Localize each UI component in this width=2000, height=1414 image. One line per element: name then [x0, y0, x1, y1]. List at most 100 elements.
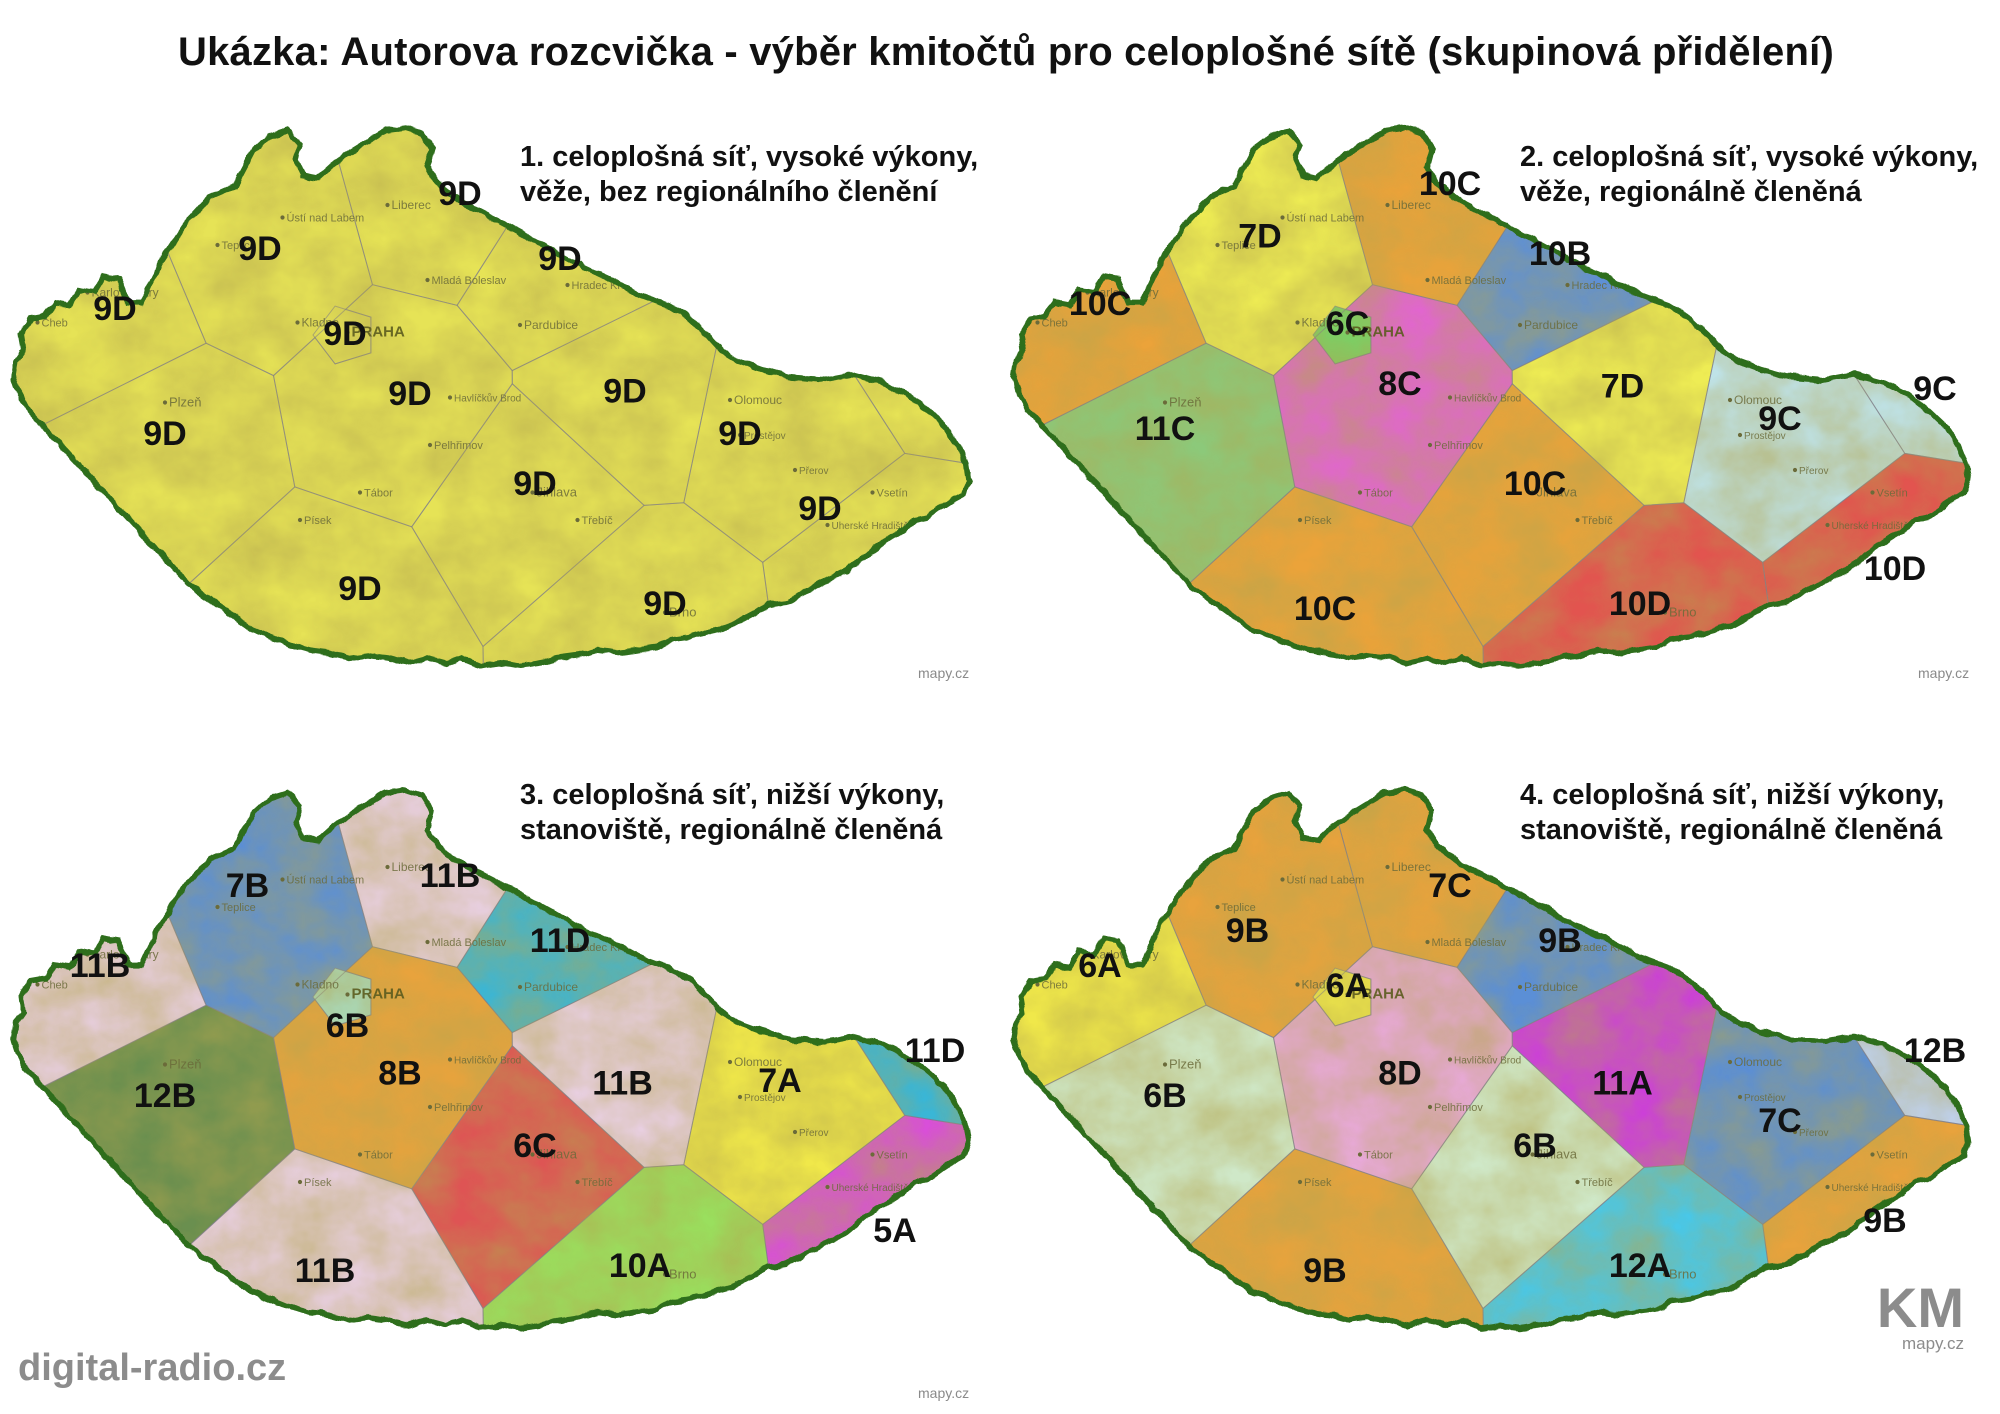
svg-text:9D: 9D: [238, 230, 281, 268]
svg-text:Vsetín: Vsetín: [877, 1150, 908, 1162]
svg-text:Opava: Opava: [1854, 280, 1887, 292]
svg-text:9D: 9D: [438, 175, 481, 213]
svg-text:Havlíčkův Brod: Havlíčkův Brod: [454, 393, 521, 405]
svg-text:Plzeň: Plzeň: [169, 395, 202, 410]
svg-text:7A: 7A: [758, 1062, 801, 1100]
svg-text:Pardubice: Pardubice: [524, 318, 578, 332]
svg-text:11C: 11C: [1135, 410, 1196, 448]
svg-text:České Budějovice: České Budějovice: [1129, 612, 1225, 627]
svg-text:Opava: Opava: [854, 280, 887, 292]
svg-text:5A: 5A: [873, 1212, 916, 1250]
svg-text:Ostrava: Ostrava: [1937, 286, 1979, 300]
svg-text:10D: 10D: [1864, 550, 1926, 588]
svg-text:10C: 10C: [1504, 465, 1566, 503]
svg-text:10A: 10A: [609, 1247, 671, 1285]
svg-text:České Budějovice: České Budějovice: [129, 612, 225, 627]
svg-text:Pelhřimov: Pelhřimov: [1434, 1102, 1483, 1114]
svg-text:Plzeň: Plzeň: [1169, 395, 1202, 410]
svg-text:Ostrava: Ostrava: [1937, 948, 1979, 962]
svg-text:Písek: Písek: [304, 1177, 332, 1189]
svg-text:9C: 9C: [1758, 400, 1801, 438]
svg-text:Mladá Boleslav: Mladá Boleslav: [432, 937, 507, 949]
svg-text:Kladno: Kladno: [302, 978, 340, 992]
svg-text:6C: 6C: [513, 1127, 556, 1165]
svg-text:Pelhřimov: Pelhřimov: [434, 440, 483, 452]
svg-text:9D: 9D: [388, 375, 431, 413]
svg-text:PRAHA: PRAHA: [352, 986, 406, 1003]
svg-text:Ostrava: Ostrava: [937, 948, 979, 962]
svg-text:Vsetín: Vsetín: [877, 488, 908, 500]
svg-text:Uherské Hradiště: Uherské Hradiště: [1832, 521, 1910, 532]
svg-text:Ústí nad Labem: Ústí nad Labem: [287, 874, 365, 887]
svg-text:11D: 11D: [530, 922, 591, 960]
svg-text:Trutnov: Trutnov: [557, 902, 594, 914]
svg-text:Brno: Brno: [1669, 605, 1696, 620]
svg-text:Olomouc: Olomouc: [1734, 1055, 1782, 1069]
svg-text:Přerov: Přerov: [799, 1128, 828, 1139]
svg-text:9D: 9D: [643, 585, 686, 623]
svg-text:12A: 12A: [1609, 1247, 1671, 1285]
svg-text:Mladá Boleslav: Mladá Boleslav: [1432, 275, 1507, 287]
svg-text:Plzeň: Plzeň: [1169, 1057, 1202, 1072]
svg-text:12B: 12B: [134, 1077, 196, 1115]
svg-text:9D: 9D: [603, 373, 646, 411]
svg-text:Ostrava: Ostrava: [937, 286, 979, 300]
svg-text:Tábor: Tábor: [1364, 488, 1393, 500]
svg-text:10D: 10D: [1609, 585, 1671, 623]
svg-text:Havlíčkův Brod: Havlíčkův Brod: [454, 1055, 521, 1067]
svg-text:8C: 8C: [1378, 365, 1421, 403]
svg-text:Tábor: Tábor: [364, 488, 393, 500]
svg-text:9D: 9D: [323, 315, 366, 353]
svg-text:10C: 10C: [1419, 165, 1481, 203]
svg-text:8D: 8D: [1378, 1055, 1421, 1093]
svg-text:Písek: Písek: [1304, 515, 1332, 527]
svg-text:Šumperk: Šumperk: [1704, 946, 1749, 959]
svg-text:Uherské Hradiště: Uherské Hradiště: [1832, 1183, 1910, 1194]
svg-text:10C: 10C: [1069, 285, 1131, 323]
svg-text:Třebíč: Třebíč: [582, 1177, 614, 1189]
svg-text:6B: 6B: [326, 1007, 369, 1045]
svg-text:Tábor: Tábor: [1364, 1150, 1393, 1162]
svg-text:Brno: Brno: [1669, 1267, 1696, 1282]
svg-text:Havířov: Havířov: [912, 1008, 946, 1019]
svg-text:Šumperk: Šumperk: [704, 284, 749, 297]
svg-text:Opava: Opava: [854, 942, 887, 954]
svg-text:7D: 7D: [1601, 368, 1644, 406]
svg-text:9D: 9D: [338, 570, 381, 608]
svg-text:Pelhřimov: Pelhřimov: [434, 1102, 483, 1114]
svg-text:6C: 6C: [1326, 305, 1369, 343]
svg-text:Vsetín: Vsetín: [1877, 488, 1908, 500]
svg-text:Opava: Opava: [1854, 942, 1887, 954]
svg-text:Šumperk: Šumperk: [1704, 284, 1749, 297]
svg-text:Vsetín: Vsetín: [1877, 1150, 1908, 1162]
svg-text:11D: 11D: [905, 1032, 966, 1070]
svg-text:České Budějovice: České Budějovice: [1129, 1274, 1225, 1289]
svg-text:České Budějovice: České Budějovice: [129, 1274, 225, 1289]
svg-text:Mladá Boleslav: Mladá Boleslav: [1432, 937, 1507, 949]
svg-text:11B: 11B: [420, 857, 481, 895]
svg-text:Olomouc: Olomouc: [734, 393, 782, 407]
svg-text:6B: 6B: [1143, 1077, 1186, 1115]
svg-text:Třebíč: Třebíč: [1582, 515, 1614, 527]
svg-text:9B: 9B: [1303, 1252, 1346, 1290]
svg-text:Trutnov: Trutnov: [1557, 902, 1594, 914]
svg-text:Písek: Písek: [1304, 1177, 1332, 1189]
svg-text:Třebíč: Třebíč: [582, 515, 614, 527]
svg-text:9D: 9D: [718, 415, 761, 453]
svg-text:10B: 10B: [1529, 235, 1591, 273]
svg-text:11B: 11B: [592, 1065, 653, 1103]
svg-text:7D: 7D: [1238, 218, 1281, 256]
svg-text:9D: 9D: [513, 465, 556, 503]
svg-text:Havířov: Havířov: [1912, 1008, 1946, 1019]
svg-text:Pardubice: Pardubice: [524, 980, 578, 994]
svg-text:6A: 6A: [1326, 967, 1369, 1005]
svg-text:11B: 11B: [70, 947, 131, 985]
svg-text:Přerov: Přerov: [799, 466, 828, 477]
svg-text:Přerov: Přerov: [1799, 1128, 1828, 1139]
svg-text:Cheb: Cheb: [1042, 980, 1068, 992]
svg-text:Liberec: Liberec: [392, 198, 431, 212]
svg-text:9B: 9B: [1538, 922, 1581, 960]
svg-text:Ústí nad Labem: Ústí nad Labem: [1287, 212, 1365, 225]
svg-text:Cheb: Cheb: [42, 980, 68, 992]
svg-text:Písek: Písek: [304, 515, 332, 527]
